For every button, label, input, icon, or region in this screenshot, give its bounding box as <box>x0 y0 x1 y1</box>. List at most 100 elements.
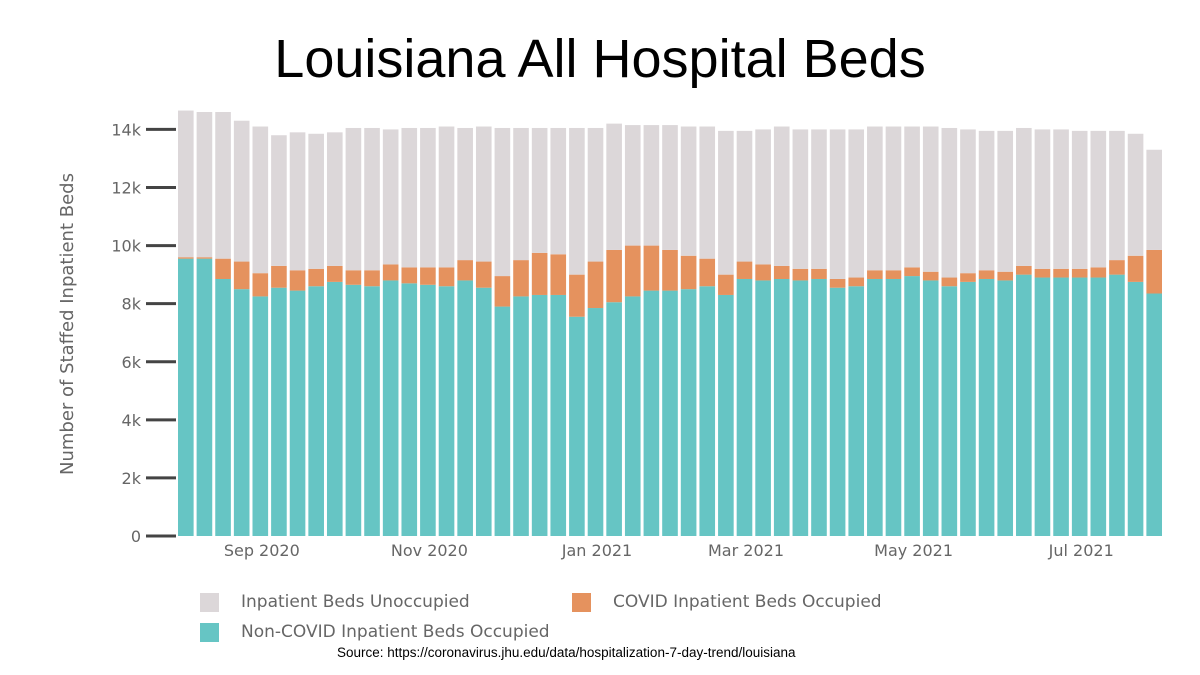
bar-covid-6 <box>289 270 306 291</box>
bar-covid-52 <box>1146 249 1162 294</box>
bar-unoccupied-48 <box>1071 130 1088 269</box>
bar-unoccupied-14 <box>438 126 455 268</box>
bar-noncovid-38 <box>885 278 902 536</box>
y-tick-label-6: 12k <box>111 179 141 198</box>
bar-noncovid-48 <box>1071 277 1088 536</box>
bars <box>178 110 1162 536</box>
bar-covid-18 <box>513 260 529 297</box>
bar-noncovid-10 <box>364 286 380 536</box>
bar-noncovid-20 <box>550 294 567 536</box>
bar-covid-9 <box>345 270 362 285</box>
bar-covid-25 <box>643 245 660 291</box>
bar-unoccupied-18 <box>513 127 529 261</box>
bar-noncovid-51 <box>1127 281 1144 536</box>
y-tick-label-5: 10k <box>111 237 141 256</box>
x-tick-label-2: Jan 2021 <box>561 541 632 560</box>
legend-item-unoccupied: Inpatient Beds Unoccupied <box>200 592 470 612</box>
bar-covid-23 <box>606 249 622 303</box>
bar-unoccupied-12 <box>401 127 418 268</box>
bar-covid-12 <box>401 267 418 284</box>
legend-swatch-covid <box>572 592 591 612</box>
bar-covid-19 <box>531 252 548 295</box>
bar-noncovid-6 <box>289 290 306 536</box>
bar-unoccupied-2 <box>215 112 231 259</box>
bar-unoccupied-21 <box>569 127 585 275</box>
bar-unoccupied-45 <box>1016 127 1032 266</box>
bar-covid-4 <box>252 273 269 297</box>
bar-noncovid-13 <box>420 284 436 536</box>
bar-unoccupied-20 <box>550 127 567 255</box>
bar-covid-2 <box>215 258 231 279</box>
y-tick-label-0: 0 <box>131 527 141 546</box>
bar-unoccupied-34 <box>811 129 827 269</box>
bar-noncovid-18 <box>513 296 529 536</box>
bar-unoccupied-6 <box>289 132 306 271</box>
x-tick-label-5: Jul 2021 <box>1048 541 1114 560</box>
bar-unoccupied-39 <box>904 126 920 268</box>
bar-unoccupied-36 <box>848 129 865 278</box>
bar-noncovid-26 <box>662 290 678 536</box>
bar-unoccupied-30 <box>736 130 753 262</box>
bar-covid-43 <box>978 270 995 279</box>
bar-covid-29 <box>718 274 734 295</box>
bar-noncovid-34 <box>811 278 827 536</box>
bar-noncovid-15 <box>457 280 473 536</box>
source-note: Source: https://coronavirus.jhu.edu/data… <box>337 645 796 660</box>
bar-noncovid-44 <box>997 280 1014 536</box>
bar-covid-41 <box>941 277 958 287</box>
bar-unoccupied-52 <box>1146 149 1162 250</box>
bar-covid-7 <box>308 268 324 287</box>
bar-covid-48 <box>1071 268 1088 278</box>
bar-covid-45 <box>1016 265 1032 275</box>
bar-covid-16 <box>475 261 492 288</box>
bar-noncovid-41 <box>941 286 958 536</box>
bar-noncovid-45 <box>1016 274 1032 536</box>
bar-unoccupied-41 <box>941 127 958 278</box>
bar-covid-0 <box>178 257 194 259</box>
bar-noncovid-28 <box>699 286 716 536</box>
legend-swatch-unoccupied <box>200 592 219 612</box>
bar-noncovid-30 <box>736 278 753 536</box>
bar-unoccupied-42 <box>960 129 976 274</box>
bar-covid-3 <box>233 261 250 290</box>
bar-noncovid-31 <box>755 280 771 536</box>
bar-noncovid-8 <box>326 281 343 536</box>
bar-covid-32 <box>773 265 790 279</box>
bar-covid-8 <box>326 265 343 282</box>
bar-noncovid-46 <box>1034 277 1051 536</box>
bar-noncovid-3 <box>233 289 250 536</box>
bar-covid-10 <box>364 270 380 287</box>
bar-unoccupied-28 <box>699 126 716 259</box>
bar-noncovid-23 <box>606 302 622 536</box>
bar-unoccupied-1 <box>196 112 213 258</box>
bar-covid-11 <box>382 264 399 281</box>
bar-covid-15 <box>457 260 473 281</box>
bar-noncovid-4 <box>252 296 269 536</box>
bar-noncovid-32 <box>773 278 790 536</box>
bar-covid-39 <box>904 267 920 277</box>
bar-covid-50 <box>1109 260 1125 275</box>
y-tick-label-3: 6k <box>122 353 142 372</box>
bar-noncovid-42 <box>960 281 976 536</box>
legend-item-non-covid: Non-COVID Inpatient Beds Occupied <box>200 622 550 642</box>
bar-covid-30 <box>736 261 753 279</box>
bar-noncovid-5 <box>271 287 287 536</box>
bar-noncovid-22 <box>587 308 604 536</box>
bar-noncovid-21 <box>569 316 585 536</box>
bar-unoccupied-4 <box>252 126 269 274</box>
bar-unoccupied-7 <box>308 133 324 269</box>
bar-covid-17 <box>494 276 511 307</box>
bar-covid-51 <box>1127 255 1144 282</box>
bar-noncovid-49 <box>1090 277 1107 536</box>
bar-covid-35 <box>829 278 846 288</box>
bar-unoccupied-46 <box>1034 129 1051 269</box>
bar-unoccupied-29 <box>718 130 734 275</box>
bar-covid-20 <box>550 254 567 295</box>
bar-unoccupied-24 <box>624 125 641 246</box>
bar-noncovid-52 <box>1146 293 1162 536</box>
bar-unoccupied-32 <box>773 126 790 266</box>
bar-noncovid-2 <box>215 278 231 536</box>
bar-unoccupied-15 <box>457 127 473 261</box>
bar-covid-22 <box>587 261 604 309</box>
